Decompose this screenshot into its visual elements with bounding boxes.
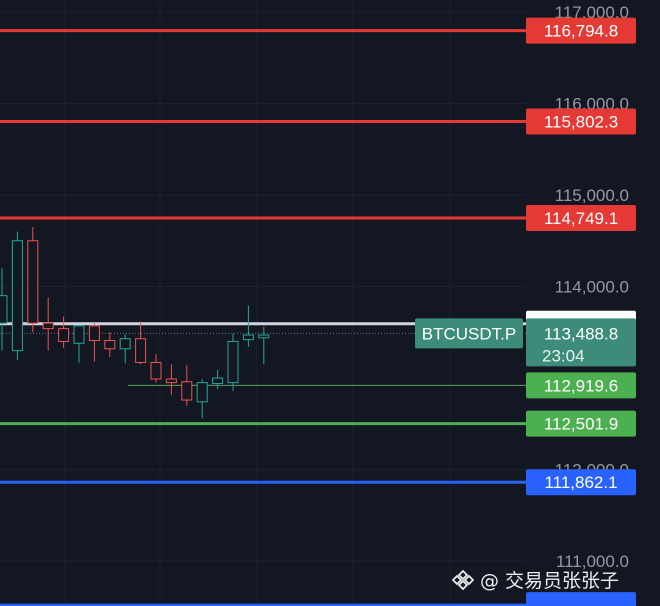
price-line-tag: 114,749.1 — [526, 204, 636, 231]
price-axis-tick-label: 111,000.0 — [556, 552, 629, 571]
price-line-tag: 116,794.8 — [526, 17, 636, 44]
candle-body-up — [258, 334, 270, 339]
price-axis-tags: 116,794.8115,802.3114,749.1113,592.7112,… — [415, 17, 636, 606]
candle-body-down — [165, 378, 177, 384]
candle-body-down — [42, 322, 54, 330]
symbol-label: BTCUSDT.P — [422, 324, 516, 343]
candles — [0, 227, 270, 419]
candle-body-up — [212, 377, 224, 385]
price-line-tag: 112,501.9 — [526, 410, 636, 437]
price-line-tag-bg — [526, 108, 636, 135]
candle-body-up — [119, 338, 131, 350]
current-price-tag-bg — [526, 318, 636, 367]
price-axis-tick-label: 114,000.0 — [555, 278, 629, 297]
current-price-tag: 113,488.8 23:04 BTCUSDT.P — [415, 318, 636, 367]
price-axis-tick-label: 115,000.0 — [555, 186, 629, 205]
price-line-tag-bg — [526, 469, 636, 496]
price-line-tag-bg — [526, 592, 636, 606]
candle-body-up — [242, 334, 254, 341]
symbol-tag-bg — [415, 318, 523, 349]
price-line-tag: 115,802.3 — [526, 108, 636, 135]
candle-body-up — [11, 240, 23, 352]
binance-square-logo-icon — [452, 569, 474, 590]
candle-body-down — [181, 381, 193, 401]
price-line-tag-label: 111,862.1 — [544, 473, 617, 492]
price-line-tag-label: 112,501.9 — [544, 415, 618, 434]
candle-body-down — [150, 362, 162, 380]
watermark: @ 交易员张张子 — [452, 566, 619, 593]
countdown-label: 23:04 — [542, 346, 585, 365]
price-line-tag-label: 115,802.3 — [544, 113, 618, 132]
candle-body-down — [27, 240, 39, 324]
price-line-tag: 111,862.1 — [526, 469, 636, 496]
candle-body-down — [104, 340, 116, 350]
price-line-tag-bg — [526, 410, 636, 437]
price-line-tag-label: 116,794.8 — [544, 22, 618, 41]
candle-body-down — [135, 338, 147, 364]
price-axis-tick-label: 117,000.0 — [555, 3, 629, 22]
grid-lines — [0, 0, 526, 606]
candle-body-up — [196, 382, 208, 403]
candle-body-up — [73, 325, 85, 344]
candle-body-down — [58, 328, 70, 342]
price-line-tag-label: 114,749.1 — [544, 209, 618, 228]
candle-body-down — [88, 325, 100, 342]
watermark-text: @ 交易员张张子 — [480, 570, 620, 592]
partial-line-tag-bg — [526, 372, 636, 399]
candle-body-up — [227, 340, 239, 384]
price-line-tag-bg — [526, 204, 636, 231]
partial-line-tag-label: 112,919.6 — [544, 376, 618, 395]
current-price-label: 113,488.8 — [544, 324, 618, 343]
candle-body-up — [0, 295, 8, 324]
partial-line-tag: 112,919.6 — [526, 372, 636, 399]
price-line-tag-bg — [526, 17, 636, 44]
